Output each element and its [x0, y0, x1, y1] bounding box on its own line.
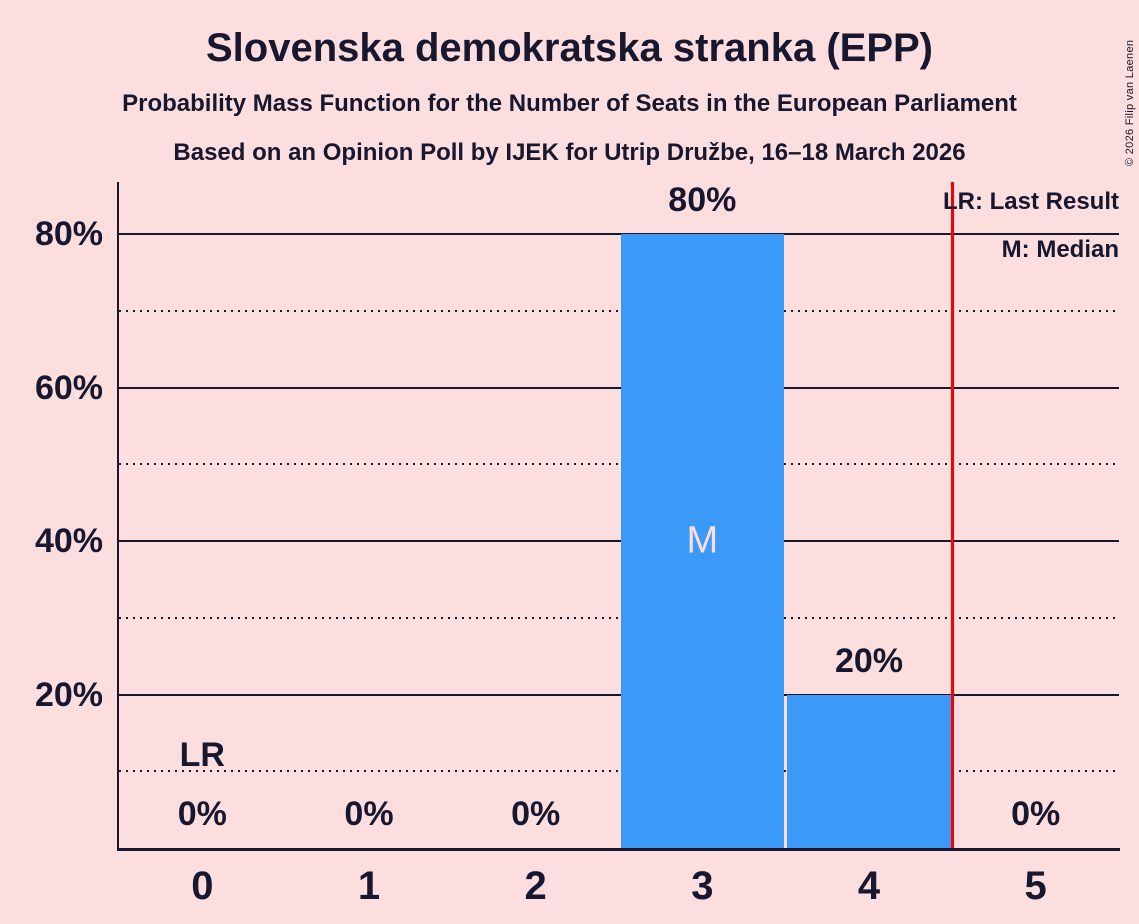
bar-value-label: 20%: [834, 641, 904, 680]
bar-value-label: 0%: [511, 795, 561, 833]
bar-seat-4: [787, 694, 951, 848]
y-tick-label: 60%: [34, 368, 103, 407]
gridline-minor-10: [119, 770, 1119, 773]
x-tick-label-4: 4: [857, 864, 881, 908]
legend-median: M: Median: [1001, 236, 1119, 263]
y-axis-line: [117, 182, 119, 848]
x-tick-label-3: 3: [691, 864, 714, 908]
bar-value-label: 0%: [1011, 795, 1061, 833]
gridline-minor-70: [119, 309, 1119, 312]
y-tick-label: 20%: [34, 675, 103, 714]
chart-subtitle-poll: Based on an Opinion Poll by IJEK for Utr…: [173, 139, 966, 166]
copyright-notice: © 2026 Filip van Laenen: [1124, 39, 1136, 166]
x-tick-label-1: 1: [357, 864, 381, 908]
x-tick-label-2: 2: [524, 864, 547, 908]
gridline-major-80: [119, 233, 1119, 236]
y-tick-label: 40%: [34, 522, 103, 561]
gridline-major-60: [119, 386, 1119, 389]
bar-value-label: 0%: [177, 795, 227, 833]
y-tick-label: 80%: [34, 215, 103, 254]
last-result-label: LR: [179, 736, 225, 775]
gridline-minor-50: [119, 463, 1119, 466]
plot-area: 0% 0% 0% M 80% 20% 0% LR: [117, 181, 1120, 851]
bar-value-label: 0%: [344, 795, 394, 833]
chart-subtitle-pmf: Probability Mass Function for the Number…: [122, 90, 1017, 117]
last-result-line: [950, 182, 954, 848]
bar-seat-3: M: [620, 234, 785, 848]
legend-last-result: LR: Last Result: [942, 188, 1119, 215]
x-axis-line: [117, 848, 1120, 851]
gridline-major-40: [119, 540, 1119, 543]
chart-title: Slovenska demokratska stranka (EPP): [205, 26, 933, 70]
bar-value-label: 80%: [668, 181, 737, 220]
median-marker: M: [686, 519, 719, 562]
gridline-minor-30: [119, 616, 1119, 619]
gridline-major-20: [119, 693, 1119, 696]
x-tick-label-5: 5: [1024, 864, 1047, 908]
x-tick-label-0: 0: [191, 864, 214, 908]
